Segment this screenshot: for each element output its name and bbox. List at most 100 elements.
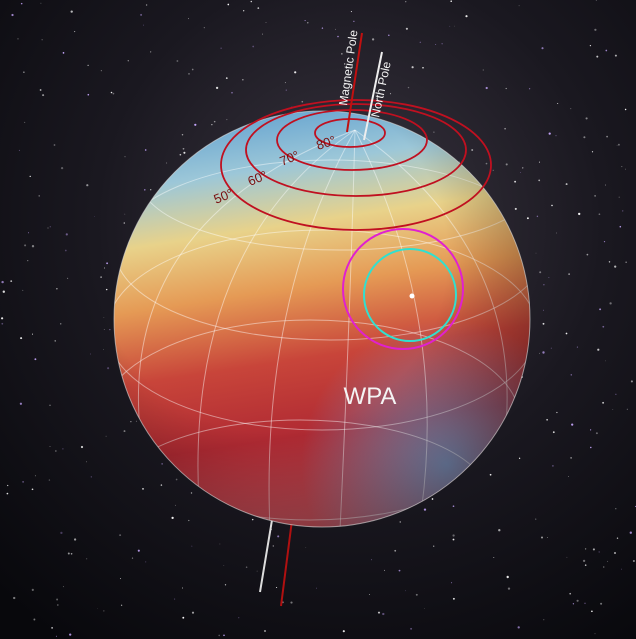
star — [124, 156, 126, 158]
star — [570, 108, 572, 110]
star — [103, 349, 104, 350]
magnetic-axis-north — [346, 32, 363, 133]
star — [20, 337, 23, 340]
star — [130, 421, 132, 423]
star — [272, 545, 274, 547]
star — [514, 180, 517, 183]
star — [576, 599, 579, 602]
star — [27, 260, 29, 262]
latitude-label: 50° — [212, 186, 236, 207]
star — [493, 557, 495, 559]
star — [471, 149, 474, 151]
star — [625, 168, 626, 170]
star — [6, 492, 9, 495]
star — [607, 560, 609, 562]
star — [105, 435, 107, 437]
star — [181, 133, 184, 136]
star — [106, 262, 109, 265]
star — [629, 531, 632, 534]
star — [624, 108, 627, 111]
star — [1, 280, 4, 284]
star — [100, 276, 102, 278]
star — [144, 189, 146, 191]
star — [616, 144, 618, 146]
star — [632, 559, 635, 563]
star — [571, 423, 574, 426]
star — [433, 545, 435, 547]
star — [166, 162, 168, 164]
star — [144, 149, 147, 151]
star — [41, 39, 43, 41]
star — [536, 215, 539, 218]
star — [614, 265, 617, 268]
inner-region-circle — [363, 248, 457, 342]
star — [31, 488, 34, 491]
star — [591, 151, 594, 153]
star — [285, 89, 287, 91]
star — [505, 163, 508, 166]
star — [86, 184, 89, 187]
star — [599, 308, 602, 311]
outer-region-circle — [342, 228, 464, 350]
star — [171, 516, 174, 520]
star — [64, 249, 67, 252]
star — [56, 604, 59, 606]
star — [1, 322, 4, 325]
star — [600, 602, 603, 605]
star — [19, 402, 23, 405]
star — [109, 329, 111, 331]
star — [505, 87, 507, 90]
star — [626, 408, 628, 410]
star — [70, 553, 73, 555]
star — [284, 82, 286, 84]
star — [49, 404, 51, 406]
star — [590, 429, 592, 431]
star — [316, 587, 317, 589]
star — [589, 45, 592, 47]
star — [22, 289, 24, 291]
star — [251, 518, 254, 521]
star — [584, 564, 587, 566]
star — [594, 633, 596, 635]
star — [590, 446, 592, 449]
star — [353, 20, 355, 22]
star — [612, 409, 614, 410]
star — [452, 597, 455, 600]
star — [24, 121, 26, 123]
star — [87, 64, 89, 66]
star — [596, 55, 599, 58]
star — [48, 479, 51, 481]
star — [191, 68, 194, 71]
star — [42, 94, 45, 97]
star — [368, 593, 370, 595]
star — [307, 22, 309, 24]
star — [435, 43, 437, 46]
star — [7, 484, 9, 487]
star — [220, 47, 222, 49]
star — [528, 88, 531, 90]
star — [603, 566, 605, 568]
star — [452, 505, 455, 508]
star — [56, 598, 59, 601]
star — [215, 86, 219, 90]
star — [211, 124, 213, 126]
star — [0, 317, 4, 320]
star — [191, 611, 195, 614]
star — [123, 222, 126, 224]
star — [415, 593, 418, 596]
star — [570, 457, 572, 459]
star — [539, 271, 542, 274]
star — [73, 538, 77, 541]
star — [174, 598, 176, 600]
star — [504, 127, 506, 130]
star — [38, 195, 40, 197]
star — [616, 537, 619, 539]
star — [608, 261, 611, 263]
star — [294, 71, 297, 74]
star — [218, 634, 221, 637]
latitude-label: 70° — [278, 148, 302, 169]
star — [107, 367, 110, 370]
star — [595, 432, 598, 435]
star — [517, 626, 520, 629]
star — [609, 302, 612, 305]
